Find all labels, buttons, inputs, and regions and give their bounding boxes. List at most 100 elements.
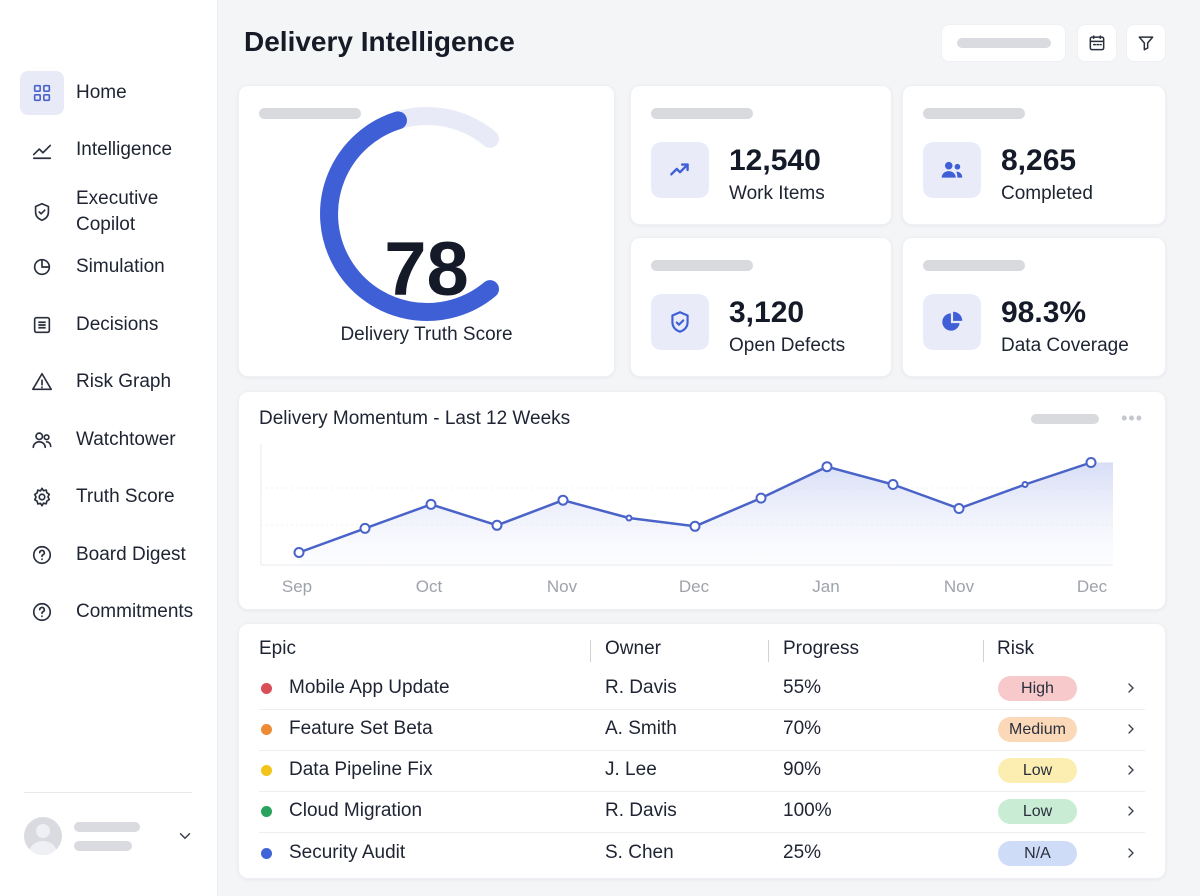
- chevron-right-icon[interactable]: [1123, 721, 1139, 737]
- column-header-progress[interactable]: Progress: [783, 638, 860, 659]
- table-row[interactable]: Feature Set Beta A. Smith 70% Medium: [259, 709, 1145, 750]
- chevron-right-icon[interactable]: [1123, 845, 1139, 861]
- card-label-placeholder: [923, 108, 1025, 119]
- card-label-placeholder: [651, 108, 753, 119]
- card-label-placeholder: [259, 108, 361, 119]
- owner-name: S. Chen: [605, 842, 674, 863]
- trend-up-icon: [651, 142, 709, 198]
- row-divider: [259, 750, 1145, 751]
- chevron-right-icon[interactable]: [1123, 803, 1139, 819]
- status-dot: [261, 724, 272, 735]
- help-circle-icon: [20, 533, 64, 577]
- owner-name: R. Davis: [605, 800, 677, 821]
- sidebar-item-executive-copilot[interactable]: Executive Copilot: [20, 186, 210, 238]
- sidebar-item-risk-graph[interactable]: Risk Graph: [20, 360, 210, 404]
- chart-x-tick-label: Dec: [1077, 577, 1108, 596]
- chart-point: [293, 547, 305, 558]
- sidebar-item-label: Simulation: [76, 256, 165, 277]
- kpi-label: Work Items: [729, 183, 825, 204]
- owner-name: R. Davis: [605, 677, 677, 698]
- chart-point: [887, 479, 899, 490]
- sidebar-item-decisions[interactable]: Decisions: [20, 303, 210, 347]
- users-icon: [923, 142, 981, 198]
- list-icon: [20, 303, 64, 347]
- chart-point: [491, 519, 503, 531]
- column-header-risk[interactable]: Risk: [997, 638, 1034, 659]
- kpi-label: Data Coverage: [1001, 335, 1129, 356]
- chevron-right-icon[interactable]: [1123, 680, 1139, 696]
- chart-filter-placeholder[interactable]: [1031, 414, 1099, 424]
- epic-name: Cloud Migration: [289, 800, 423, 821]
- user-menu[interactable]: [24, 815, 194, 857]
- shield-check-icon: [20, 190, 64, 234]
- sidebar-item-board-digest[interactable]: Board Digest: [20, 533, 210, 577]
- sidebar-item-simulation[interactable]: Simulation: [20, 245, 210, 289]
- progress-value: 100%: [783, 800, 832, 821]
- status-dot: [261, 848, 272, 859]
- sidebar-item-truth-score[interactable]: Truth Score: [20, 475, 210, 519]
- warning-icon: [20, 360, 64, 404]
- calendar-button[interactable]: [1077, 24, 1117, 62]
- column-header-epic[interactable]: Epic: [259, 638, 296, 659]
- more-options-icon[interactable]: •••: [1121, 408, 1143, 428]
- sidebar-item-commitments[interactable]: Commitments: [20, 590, 210, 634]
- kpi-card-completed: 8,265 Completed: [902, 85, 1166, 225]
- page-title: Delivery Intelligence: [244, 26, 515, 57]
- truth-score-card: 78 Delivery Truth Score: [238, 85, 615, 377]
- avatar: [24, 817, 62, 855]
- chevron-right-icon[interactable]: [1123, 762, 1139, 778]
- truth-score-label: Delivery Truth Score: [340, 324, 513, 345]
- filter-button[interactable]: [1126, 24, 1166, 62]
- table-row[interactable]: Cloud Migration R. Davis 100% Low: [259, 791, 1145, 832]
- sidebar-item-label: Truth Score: [76, 486, 175, 507]
- epic-name: Feature Set Beta: [289, 718, 433, 739]
- risk-badge: Low: [998, 758, 1077, 783]
- epics-table: Epic Owner Progress Risk Mobile App Upda…: [238, 623, 1166, 879]
- table-row[interactable]: Mobile App Update R. Davis 55% High: [259, 668, 1145, 709]
- sidebar-item-intelligence[interactable]: Intelligence: [20, 128, 210, 172]
- chart-title: Delivery Momentum - Last 12 Weeks: [259, 408, 571, 429]
- sidebar-item-home[interactable]: Home: [20, 71, 210, 115]
- column-header-owner[interactable]: Owner: [605, 638, 661, 659]
- progress-value: 55%: [783, 677, 822, 698]
- kpi-label: Completed: [1001, 183, 1093, 204]
- kpi-card-work-items: 12,540 Work Items: [630, 85, 892, 225]
- status-dot: [261, 683, 272, 694]
- kpi-value: 98.3%: [1001, 296, 1087, 329]
- status-dot: [261, 765, 272, 776]
- progress-value: 70%: [783, 718, 822, 739]
- column-divider: [768, 640, 769, 662]
- column-divider: [983, 640, 984, 662]
- search-input[interactable]: [941, 24, 1066, 62]
- sidebar-divider: [24, 792, 192, 793]
- sidebar-item-label: Executive Copilot: [76, 188, 159, 235]
- delivery-momentum-chart: Sep Oct Nov Dec Jan Nov Dec: [260, 444, 1113, 596]
- pie-chart-icon: [20, 245, 64, 289]
- chevron-down-icon[interactable]: [176, 827, 194, 845]
- shield-icon: [651, 294, 709, 350]
- sidebar-item-watchtower[interactable]: Watchtower: [20, 418, 210, 462]
- chart-x-tick-label: Sep: [282, 577, 312, 596]
- chart-x-tick-label: Nov: [944, 577, 975, 596]
- progress-value: 90%: [783, 759, 822, 780]
- chart-point: [625, 514, 633, 522]
- risk-badge: Medium: [998, 717, 1077, 742]
- column-divider: [590, 640, 591, 662]
- gear-icon: [20, 475, 64, 519]
- epic-name: Mobile App Update: [289, 677, 450, 698]
- sidebar-item-label: Home: [76, 82, 127, 103]
- chart-x-tick-label: Jan: [812, 577, 839, 596]
- user-info-placeholder: [74, 821, 140, 851]
- chart-area: [299, 462, 1113, 565]
- progress-value: 25%: [783, 842, 822, 863]
- chart-point: [689, 520, 701, 532]
- table-row[interactable]: Data Pipeline Fix J. Lee 90% Low: [259, 750, 1145, 791]
- chart-x-tick-label: Oct: [416, 577, 443, 596]
- chart-point: [755, 492, 767, 504]
- table-row[interactable]: Security Audit S. Chen 25% N/A: [259, 833, 1145, 874]
- pie-chart-icon: [923, 294, 981, 350]
- chart-point: [557, 494, 569, 506]
- kpi-value: 12,540: [729, 144, 821, 177]
- filter-icon: [1138, 36, 1154, 51]
- chart-point: [425, 498, 437, 510]
